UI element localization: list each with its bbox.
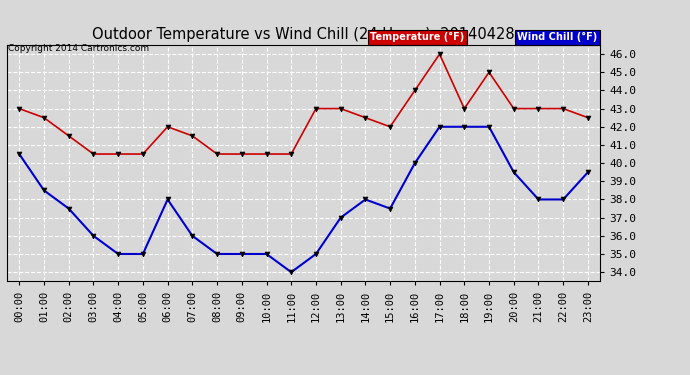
Text: Temperature (°F): Temperature (°F) [370,32,464,42]
Text: Copyright 2014 Cartronics.com: Copyright 2014 Cartronics.com [8,44,150,52]
Title: Outdoor Temperature vs Wind Chill (24 Hours)  20140428: Outdoor Temperature vs Wind Chill (24 Ho… [92,27,515,42]
Text: Wind Chill (°F): Wind Chill (°F) [518,32,598,42]
